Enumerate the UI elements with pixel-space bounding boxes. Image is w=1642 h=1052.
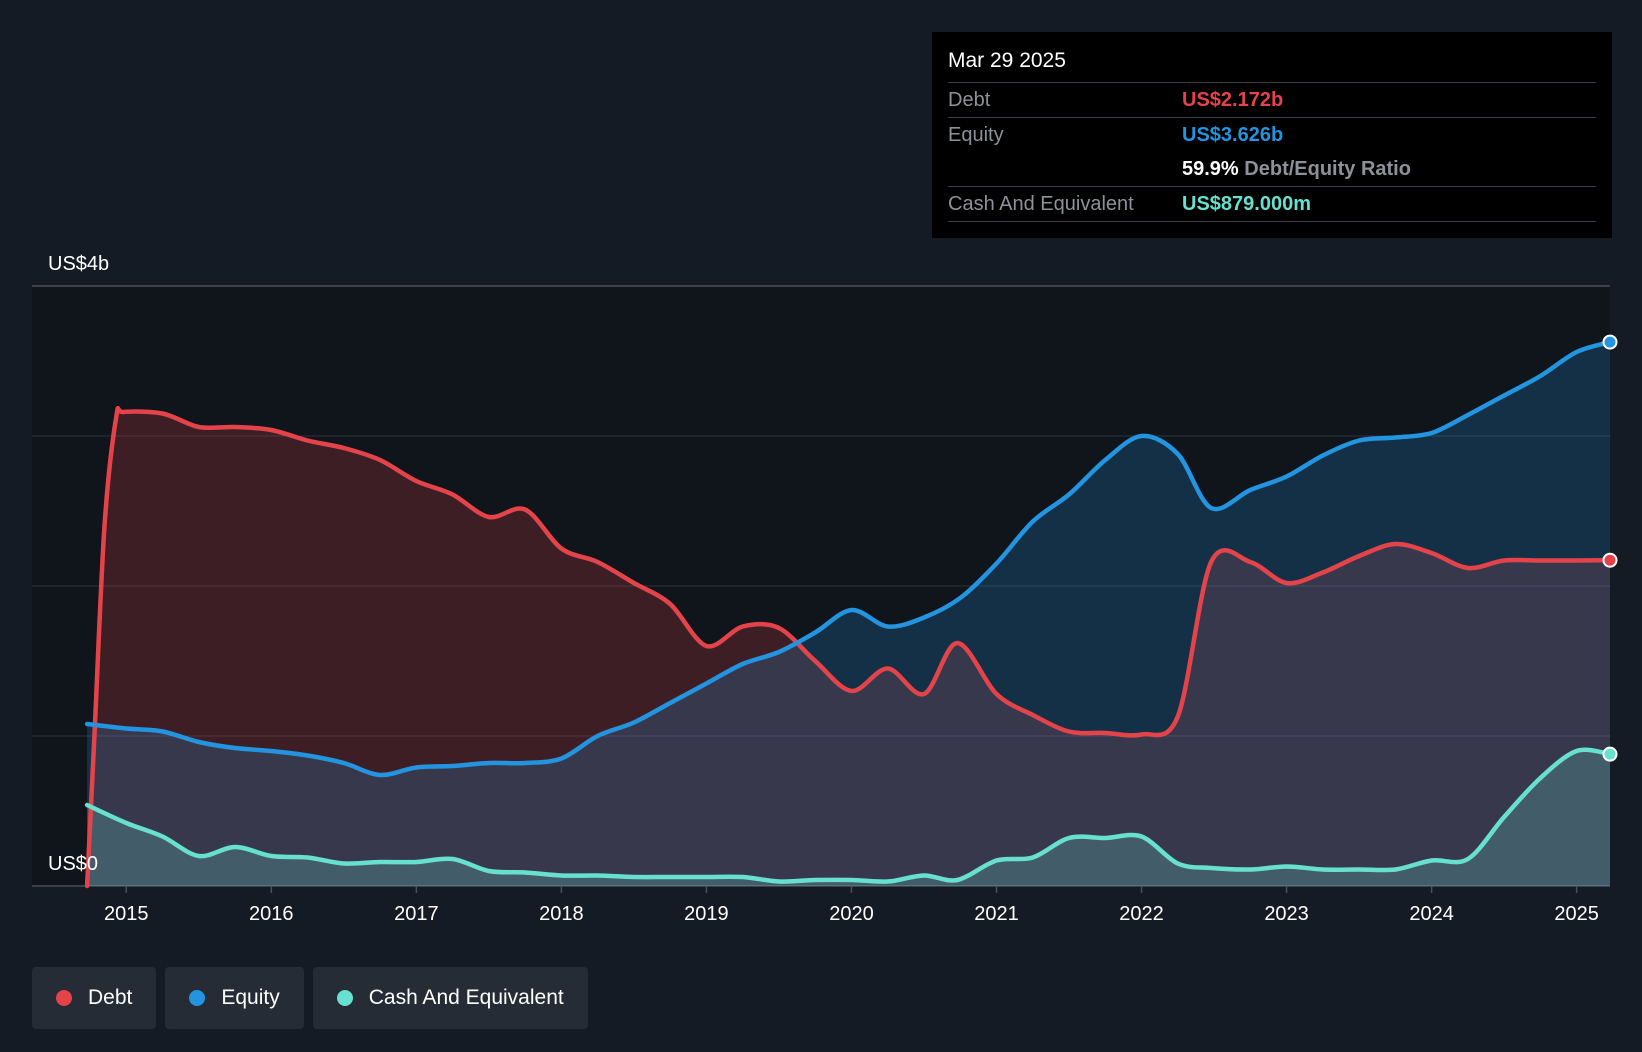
tooltip-equity-row: Equity US$3.626b (948, 118, 1596, 152)
x-tick-label: 2020 (829, 903, 874, 925)
tooltip-ratio: 59.9% Debt/Equity Ratio (1182, 152, 1411, 186)
equity-area (87, 342, 1611, 887)
equity-dot-icon (189, 990, 206, 1006)
cash-area (87, 749, 1611, 886)
tooltip-debt-label: Debt (948, 89, 991, 111)
legend-cash-label: Cash And Equivalent (368, 986, 564, 1009)
x-tick-label: 2021 (974, 903, 1019, 925)
series-lines (84, 339, 1613, 889)
tooltip-cash-label: Cash And Equivalent (948, 193, 1134, 215)
chart-legend: Debt Equity Cash And Equivalent (32, 967, 597, 1029)
x-tick-label: 2016 (249, 903, 294, 925)
x-tick-label: 2015 (104, 903, 149, 925)
cash-end-marker[interactable] (1602, 746, 1618, 762)
x-tick-label: 2022 (1119, 903, 1164, 925)
x-tick-label: 2019 (684, 903, 729, 925)
tooltip-cash-row: Cash And Equivalent US$879.000m (948, 187, 1596, 222)
tooltip-ratio-row: 59.9% Debt/Equity Ratio (948, 152, 1596, 187)
y-tick-label-bottom: US$0 (48, 853, 98, 875)
tooltip-ratio-label: Debt/Equity Ratio (1244, 158, 1411, 180)
tooltip-equity-value: US$3.626b (1182, 124, 1284, 146)
debt-end-marker[interactable] (1602, 552, 1618, 568)
tooltip-date: Mar 29 2025 (948, 46, 1596, 83)
cash-line (84, 747, 1613, 884)
tooltip-cash-value: US$879.000m (1182, 193, 1311, 215)
legend-debt-button[interactable]: Debt (32, 967, 157, 1029)
x-tick-label: 2024 (1409, 903, 1454, 925)
y-tick-label-top: US$4b (48, 253, 109, 275)
cash-dot-icon (336, 990, 353, 1006)
x-tick-label: 2017 (394, 903, 439, 925)
data-tooltip: Mar 29 2025 Debt US$2.172b Equity US$3.6… (932, 32, 1612, 238)
equity-end-marker[interactable] (1602, 334, 1618, 350)
legend-equity-button[interactable]: Equity (165, 967, 304, 1029)
debt-line (84, 406, 1613, 889)
tooltip-equity-label: Equity (948, 124, 1004, 146)
equity-line (84, 339, 1613, 778)
x-axis-ticks: 2015 2016 2017 2018 2019 2020 2021 2022 2023 2024… (104, 886, 1599, 925)
tooltip-debt-value: US$2.172b (1182, 89, 1284, 111)
x-tick-label: 2025 (1554, 903, 1599, 925)
end-markers (1602, 334, 1618, 762)
legend-equity-label: Equity (221, 986, 280, 1009)
tooltip-debt-row: Debt US$2.172b (948, 83, 1596, 118)
legend-cash-button[interactable]: Cash And Equivalent (312, 967, 588, 1029)
debt-dot-icon (56, 990, 72, 1006)
legend-debt-label: Debt (88, 986, 133, 1009)
x-tick-label: 2023 (1264, 903, 1309, 925)
tooltip-ratio-value: 59.9% (1182, 158, 1239, 180)
x-tick-label: 2018 (539, 903, 584, 925)
